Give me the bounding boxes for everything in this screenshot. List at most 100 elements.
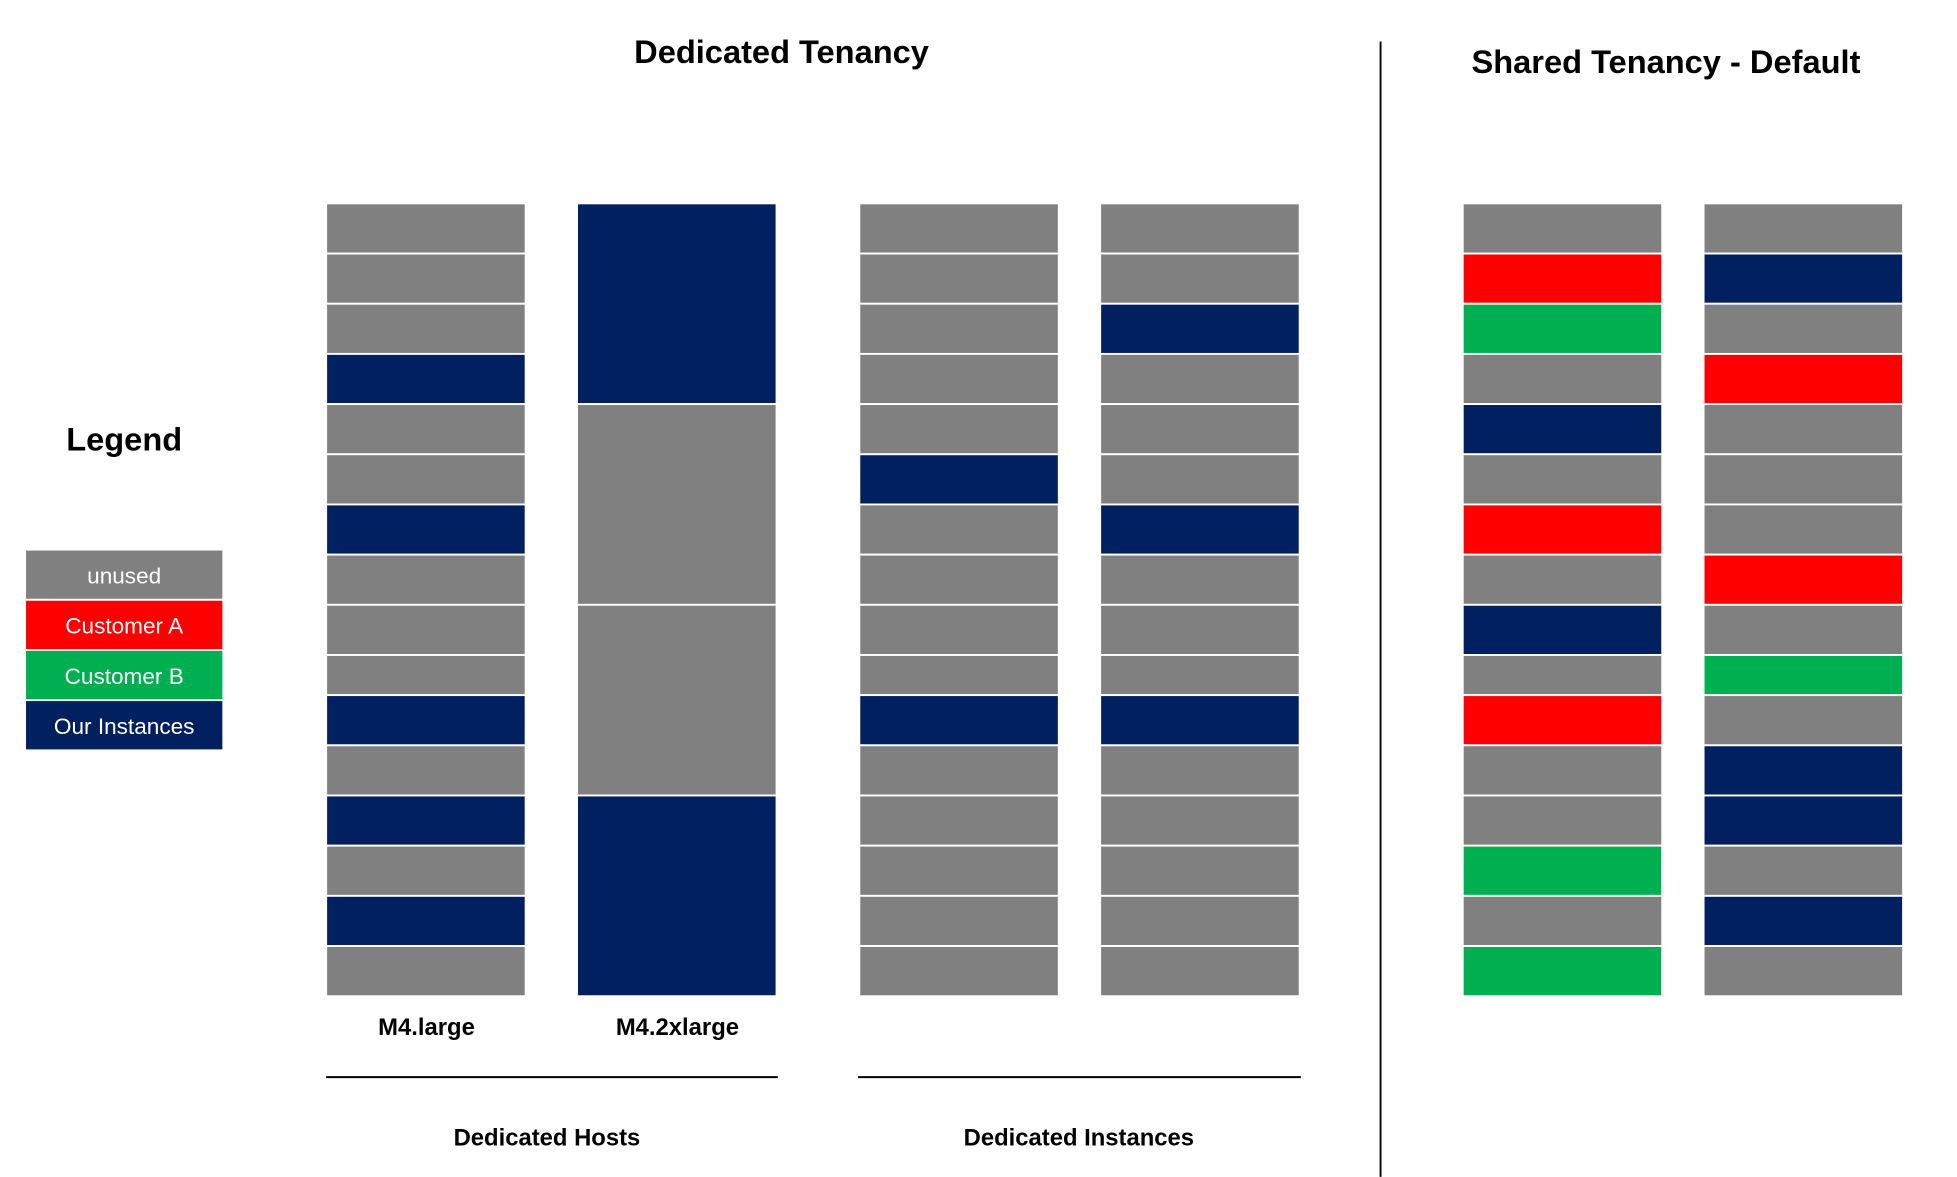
slot-customer-b [1702,654,1904,697]
slot-unused [1099,794,1301,847]
slot-unused [1461,202,1664,255]
slot-customer-a [1461,252,1664,305]
shared-tenancy-title: Shared Tenancy - Default [1471,43,1860,80]
slot-unused [858,603,1060,656]
slot-unused [325,945,527,998]
slot-unused [325,844,527,897]
slot-unused [325,202,527,255]
slot-ours [1099,503,1301,556]
slot-unused [1099,844,1301,897]
slot-unused [858,202,1060,255]
slot-unused [1702,844,1904,897]
legend-label: Our Instances [54,714,195,739]
slot-customer-a [1702,352,1904,406]
slot-unused [1099,894,1301,947]
slot-unused [1702,603,1904,656]
m4-2xlarge-label: M4.2xlarge [616,1014,739,1041]
slot-unused [1702,503,1904,556]
slot-unused [576,603,778,797]
slot-unused [1099,403,1301,456]
slot-ours [325,794,527,847]
dedicated-instances-label: Dedicated Instances [964,1124,1194,1151]
slot-ours [325,352,527,406]
slot-unused [858,945,1060,998]
slot-customer-a [1461,694,1664,747]
legend-title: Legend [66,421,182,458]
slot-unused [325,744,527,797]
slot-unused [1461,744,1664,797]
slot-ours [858,453,1060,506]
slot-unused [325,403,527,456]
dedicated-hosts-label: Dedicated Hosts [454,1124,641,1151]
slot-unused [858,302,1060,355]
slot-unused [325,603,527,656]
slot-unused [1099,453,1301,506]
slot-customer-b [1461,302,1664,355]
slot-unused [1702,453,1904,506]
slot-ours [1461,603,1664,656]
slot-unused [1461,894,1664,947]
slot-ours [1461,403,1664,456]
dedicated-tenancy-title: Dedicated Tenancy [634,33,929,70]
slot-unused [1702,945,1904,998]
legend-swatch-ours [24,699,225,752]
slot-unused [858,794,1060,847]
slot-unused [1702,302,1904,355]
slot-unused [1461,352,1664,406]
slot-unused [1099,603,1301,656]
slot-customer-a [1702,553,1904,606]
column-shared-2 [1702,202,1904,998]
slot-unused [1099,352,1301,406]
slot-unused [325,302,527,355]
slot-unused [325,654,527,697]
slot-unused [1099,654,1301,697]
legend-label: Customer A [65,614,184,639]
slot-ours [325,894,527,947]
column-shared-1 [1461,202,1664,998]
slot-customer-a [1461,503,1664,556]
slot-unused [325,553,527,606]
slot-ours [1702,744,1904,797]
slot-unused [1099,553,1301,606]
slot-unused [1702,202,1904,255]
column-dedicated-instance-1 [858,202,1060,998]
legend-label: unused [87,563,161,588]
slot-unused [858,894,1060,947]
column-m4-large [325,202,527,998]
slot-ours [325,503,527,556]
legend-swatch-customer-a [24,598,225,651]
slot-ours [325,694,527,747]
slot-unused [858,403,1060,456]
slot-customer-b [1461,945,1664,998]
slot-ours [1099,694,1301,747]
slot-unused [858,252,1060,305]
slot-unused [1461,654,1664,697]
slot-unused [858,654,1060,697]
m4-large-label: M4.large [378,1014,475,1041]
slot-customer-b [1461,844,1664,897]
slot-ours [1702,894,1904,947]
slot-ours [576,202,778,406]
slot-unused [1099,202,1301,255]
slot-unused [858,553,1060,606]
slot-unused [1099,252,1301,305]
slot-ours [1702,794,1904,847]
slot-unused [1099,744,1301,797]
legend-label: Customer B [65,664,184,689]
slot-ours [1702,252,1904,305]
slot-unused [1099,945,1301,998]
slot-unused [1461,453,1664,506]
slot-unused [858,503,1060,556]
slot-unused [858,844,1060,897]
column-m4-2xlarge [576,202,778,998]
slot-unused [858,352,1060,406]
slot-ours [858,694,1060,747]
legend: unused Customer A Customer B Our Instances [24,548,225,752]
slot-unused [325,252,527,305]
slot-unused [1702,694,1904,747]
slot-unused [1461,553,1664,606]
column-dedicated-instance-2 [1099,202,1301,998]
slot-unused [325,453,527,506]
slot-ours [1099,302,1301,355]
